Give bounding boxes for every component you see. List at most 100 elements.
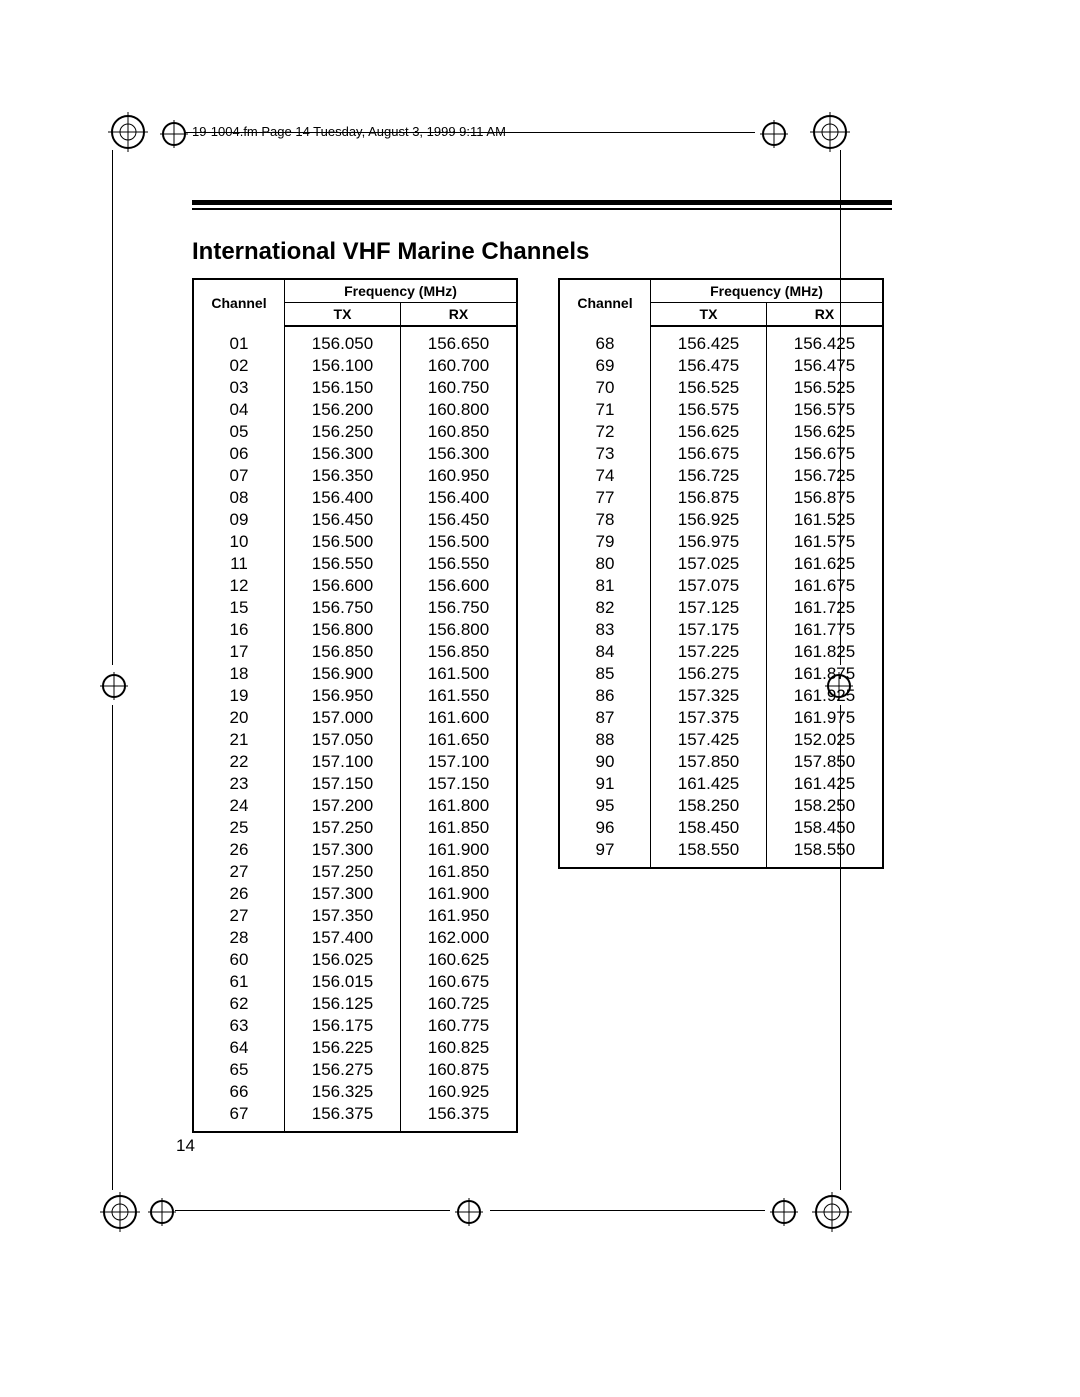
table-row: 06156.300156.300	[193, 443, 517, 465]
cell-channel: 10	[193, 531, 285, 553]
table-row: 17156.850156.850	[193, 641, 517, 663]
table-row: 82157.125161.725	[559, 597, 883, 619]
cell-channel: 62	[193, 993, 285, 1015]
cell-tx: 156.450	[285, 509, 401, 531]
page-number: 14	[176, 1136, 195, 1156]
cell-channel: 81	[559, 575, 651, 597]
cell-rx: 156.550	[401, 553, 518, 575]
cell-tx: 156.900	[285, 663, 401, 685]
cell-channel: 63	[193, 1015, 285, 1037]
cell-channel: 82	[559, 597, 651, 619]
cell-channel: 71	[559, 399, 651, 421]
table-row: 26157.300161.900	[193, 839, 517, 861]
cell-tx: 157.375	[651, 707, 767, 729]
cell-rx: 161.925	[767, 685, 884, 707]
table-row: 72156.625156.625	[559, 421, 883, 443]
cell-channel: 08	[193, 487, 285, 509]
cell-rx: 160.875	[401, 1059, 518, 1081]
frequency-table-right: Channel Frequency (MHz) TX RX 68156.4251…	[558, 278, 884, 869]
cell-rx: 160.800	[401, 399, 518, 421]
cell-rx: 157.100	[401, 751, 518, 773]
cell-tx: 156.025	[285, 949, 401, 971]
cell-channel: 67	[193, 1103, 285, 1132]
cell-tx: 157.850	[651, 751, 767, 773]
cell-channel: 12	[193, 575, 285, 597]
crop-mark-icon	[455, 1198, 483, 1226]
cell-tx: 157.050	[285, 729, 401, 751]
crop-mark-icon	[770, 1198, 798, 1226]
cell-rx: 156.400	[401, 487, 518, 509]
table-row: 66156.325160.925	[193, 1081, 517, 1103]
cell-tx: 156.975	[651, 531, 767, 553]
cell-channel: 15	[193, 597, 285, 619]
page-title: International VHF Marine Channels	[192, 238, 589, 266]
cell-rx: 162.000	[401, 927, 518, 949]
cell-channel: 87	[559, 707, 651, 729]
cell-channel: 03	[193, 377, 285, 399]
cell-rx: 156.675	[767, 443, 884, 465]
col-frequency: Frequency (MHz)	[651, 279, 884, 303]
cell-channel: 65	[193, 1059, 285, 1081]
table-row: 97158.550158.550	[559, 839, 883, 868]
table-row: 09156.450156.450	[193, 509, 517, 531]
cell-rx: 161.800	[401, 795, 518, 817]
crop-mark-icon	[100, 1192, 140, 1232]
cell-rx: 156.600	[401, 575, 518, 597]
table-row: 84157.225161.825	[559, 641, 883, 663]
cell-tx: 156.350	[285, 465, 401, 487]
cell-rx: 160.700	[401, 355, 518, 377]
cell-tx: 157.100	[285, 751, 401, 773]
cell-rx: 156.725	[767, 465, 884, 487]
cell-channel: 20	[193, 707, 285, 729]
cell-rx: 156.425	[767, 326, 884, 355]
cell-tx: 156.100	[285, 355, 401, 377]
cell-channel: 23	[193, 773, 285, 795]
cell-channel: 85	[559, 663, 651, 685]
cell-tx: 156.225	[285, 1037, 401, 1059]
table-row: 65156.275160.875	[193, 1059, 517, 1081]
table-row: 67156.375156.375	[193, 1103, 517, 1132]
cell-rx: 161.900	[401, 839, 518, 861]
cell-channel: 96	[559, 817, 651, 839]
cell-tx: 157.350	[285, 905, 401, 927]
cell-channel: 83	[559, 619, 651, 641]
table-row: 62156.125160.725	[193, 993, 517, 1015]
cell-tx: 156.725	[651, 465, 767, 487]
cell-channel: 09	[193, 509, 285, 531]
cell-tx: 158.450	[651, 817, 767, 839]
cell-channel: 69	[559, 355, 651, 377]
cell-rx: 156.750	[401, 597, 518, 619]
cell-channel: 06	[193, 443, 285, 465]
heavy-rule	[192, 200, 892, 205]
table-row: 20157.000161.600	[193, 707, 517, 729]
cell-tx: 156.300	[285, 443, 401, 465]
cell-rx: 158.550	[767, 839, 884, 868]
table-row: 01156.050156.650	[193, 326, 517, 355]
col-channel: Channel	[193, 279, 285, 326]
cell-rx: 156.575	[767, 399, 884, 421]
cell-channel: 84	[559, 641, 651, 663]
cell-channel: 79	[559, 531, 651, 553]
crop-line	[490, 1210, 765, 1211]
cell-channel: 64	[193, 1037, 285, 1059]
table-row: 12156.600156.600	[193, 575, 517, 597]
cell-tx: 156.875	[651, 487, 767, 509]
cell-rx: 160.750	[401, 377, 518, 399]
cell-tx: 156.750	[285, 597, 401, 619]
cell-rx: 156.450	[401, 509, 518, 531]
cell-tx: 156.800	[285, 619, 401, 641]
cell-rx: 161.900	[401, 883, 518, 905]
cell-rx: 161.675	[767, 575, 884, 597]
table-row: 19156.950161.550	[193, 685, 517, 707]
cell-tx: 157.175	[651, 619, 767, 641]
cell-tx: 157.425	[651, 729, 767, 751]
cell-channel: 02	[193, 355, 285, 377]
cell-channel: 80	[559, 553, 651, 575]
cell-rx: 160.925	[401, 1081, 518, 1103]
cell-channel: 04	[193, 399, 285, 421]
cell-channel: 86	[559, 685, 651, 707]
crop-mark-icon	[100, 672, 128, 700]
table-row: 10156.500156.500	[193, 531, 517, 553]
table-row: 28157.400162.000	[193, 927, 517, 949]
table-row: 15156.750156.750	[193, 597, 517, 619]
